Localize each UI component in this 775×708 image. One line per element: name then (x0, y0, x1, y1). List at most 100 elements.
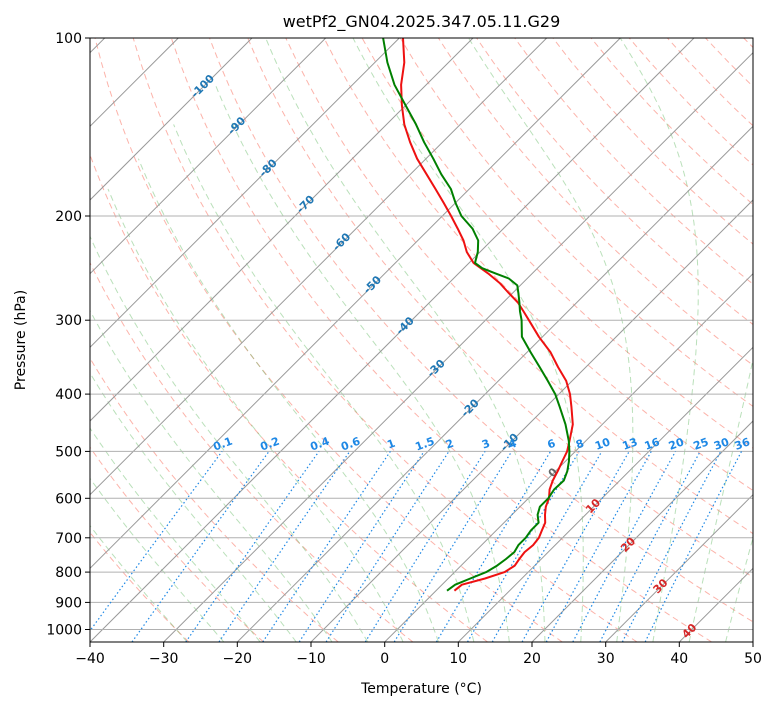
isotherm-line (90, 38, 695, 642)
dry-adiabat-line (590, 38, 753, 206)
mixing-ratio-label: 8 (574, 437, 586, 452)
mixing-ratio-label: 0.2 (258, 435, 281, 454)
dry-adiabat-line (90, 446, 264, 642)
moist-adiabat-line (90, 427, 261, 642)
dry-adiabat-line (132, 38, 638, 642)
isotherm-line (90, 38, 400, 349)
dry-adiabat-line (323, 38, 753, 492)
x-tick-label: 50 (744, 651, 762, 667)
dewpoint-profile (382, 38, 571, 592)
isotherm-label: -50 (361, 273, 384, 296)
mixing-ratio-label: 30 (712, 435, 731, 453)
mixing-ratio-label: 1 (385, 437, 397, 452)
mixing-ratio-line (185, 451, 320, 642)
mixing-ratio-label: 2 (444, 437, 456, 452)
dry-adiabat-line (170, 38, 712, 642)
x-tick-label: 0 (380, 651, 389, 667)
isotherm-label: -30 (425, 357, 448, 380)
mixing-ratio-line (262, 451, 391, 642)
moist-adiabat-line (214, 84, 510, 642)
y-axis-ticks: 100 200 300 400 500 600 700 800 900 1000 (46, 31, 90, 639)
mixing-ratio-line (364, 451, 486, 642)
mixing-ratio-label: 20 (667, 435, 686, 453)
moist-adiabat-line (619, 38, 699, 642)
x-tick-label: −10 (296, 651, 326, 667)
moist-adiabat-line (688, 356, 753, 642)
moist-adiabat-line (90, 372, 297, 642)
isotherm-label: -70 (294, 193, 317, 216)
mixing-ratio-line (393, 451, 513, 642)
moist-adiabat-line (107, 188, 404, 642)
mixing-ratio-line (572, 451, 677, 642)
dry-adiabat-line (667, 38, 753, 127)
moist-adiabat-line (90, 477, 225, 642)
y-tick-label: 100 (55, 31, 82, 47)
isotherm-label: 10 (583, 496, 603, 516)
isotherm-line (236, 125, 753, 642)
mixing-ratio-label: 16 (643, 435, 662, 453)
y-tick-label: 500 (55, 444, 82, 460)
chart-title: wetPf2_GN04.2025.347.05.11.G29 (283, 12, 561, 32)
mixing-ratio-line (298, 451, 425, 642)
mixing-ratio-line (621, 451, 722, 642)
y-tick-label: 700 (55, 531, 82, 547)
y-tick-label: 200 (55, 209, 82, 225)
x-tick-label: 20 (523, 651, 541, 667)
moist-adiabat-line (173, 124, 475, 642)
mixing-ratio-label: 0.6 (339, 435, 362, 454)
moist-adiabat-line (90, 235, 369, 642)
dry-adiabat-line (94, 38, 563, 642)
mixing-ratio-line (545, 451, 652, 642)
dry-adiabat-line (743, 38, 753, 49)
mixing-ratio-label: 3 (480, 437, 492, 452)
isotherm-line (310, 199, 753, 642)
mixing-ratio-label: 0.4 (308, 435, 331, 454)
isotherm-line (90, 38, 621, 570)
x-axis-ticks: −40 −30 −20 −10 0 10 20 30 40 50 (75, 642, 762, 667)
x-tick-label: 10 (449, 651, 467, 667)
isotherm-line (678, 567, 753, 642)
y-tick-label: 900 (55, 595, 82, 611)
mixing-ratio-line (521, 451, 630, 642)
dry-adiabat-line (90, 153, 488, 642)
background-lines (90, 38, 753, 642)
y-axis-title: Pressure (hPa) (13, 290, 29, 390)
isotherm-line (163, 51, 753, 642)
mixing-ratio-line (90, 451, 223, 632)
mixing-ratio-line (131, 451, 270, 642)
mixing-ratio-label: 13 (621, 435, 640, 452)
moist-adiabat-line (90, 309, 333, 642)
dry-adiabat-line (285, 38, 753, 535)
x-tick-label: 30 (597, 651, 615, 667)
isotherm-line (90, 38, 474, 422)
moist-adiabat-line (90, 524, 188, 642)
dry-adiabat-line (476, 38, 753, 326)
moist-adiabat-line (265, 38, 546, 642)
mixing-ratio-line (435, 451, 552, 642)
mixing-ratio-label: 25 (692, 435, 711, 452)
mixing-ratio-line (644, 451, 743, 642)
y-tick-label: 600 (55, 491, 82, 507)
mixing-ratio-line (218, 451, 351, 642)
plot-frame (89, 37, 754, 643)
moist-adiabat-line (468, 38, 634, 642)
dry-adiabat-line (437, 38, 753, 366)
y-tick-label: 400 (55, 387, 82, 403)
isotherm-label: 30 (651, 576, 671, 596)
mixing-ratio-label: 6 (546, 437, 558, 452)
isotherm-line (384, 272, 753, 642)
isotherm-line (90, 38, 253, 201)
isotherm-line (752, 641, 753, 642)
x-tick-label: −40 (75, 651, 105, 667)
isotherm-label: -20 (459, 396, 482, 419)
y-tick-label: 300 (55, 313, 82, 329)
mixing-ratio-line (325, 451, 450, 642)
mixing-ratio-label: 10 (593, 435, 612, 453)
temperature-profile (400, 38, 574, 592)
y-tick-label: 1000 (46, 623, 82, 639)
dry-adiabat-line (90, 261, 414, 642)
moist-adiabat-line (725, 535, 753, 642)
isotherm-line (605, 493, 753, 642)
mixing-ratio-label-group: 0.1 0.2 0.4 0.6 1 1.5 2 3 4 6 8 10 13 16 20 25 30 36 (212, 435, 753, 454)
